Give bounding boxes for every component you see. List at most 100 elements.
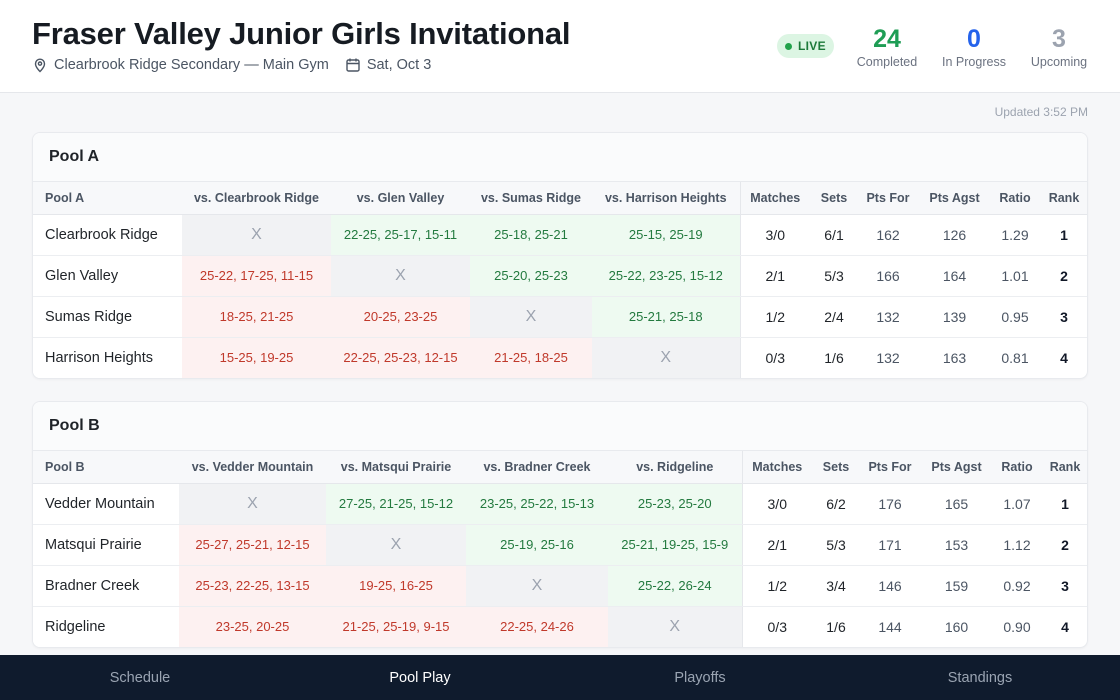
match-result-cell[interactable]: 21-25, 18-25 bbox=[470, 337, 592, 378]
location-pin-icon bbox=[34, 58, 46, 73]
match-result-cell[interactable]: 25-23, 22-25, 13-15 bbox=[179, 565, 326, 607]
match-result-cell[interactable]: 23-25, 25-22, 15-13 bbox=[466, 483, 608, 525]
updated-timestamp: Updated 3:52 PM bbox=[994, 105, 1088, 119]
team-name: Sumas Ridge bbox=[33, 296, 182, 338]
table-row[interactable]: Vedder Mountain X 27-25, 21-25, 15-12 23-25… bbox=[33, 483, 1087, 525]
match-result-cell[interactable]: 25-22, 26-24 bbox=[608, 565, 742, 607]
table-row[interactable]: Matsqui Prairie 25-27, 25-21, 12-15 X 25-19… bbox=[33, 524, 1087, 566]
column-header: Pts For bbox=[858, 182, 918, 215]
point-ratio: 0.95 bbox=[991, 296, 1039, 338]
column-header: vs. Bradner Creek bbox=[466, 451, 608, 484]
sets-record: 6/2 bbox=[812, 483, 860, 525]
match-result-cell[interactable]: 23-25, 20-25 bbox=[179, 606, 326, 647]
match-result-cell[interactable]: 25-21, 19-25, 15-9 bbox=[608, 524, 742, 566]
column-header: Rank bbox=[1039, 182, 1087, 215]
team-name: Ridgeline bbox=[33, 606, 179, 647]
rank-value: 3 bbox=[1039, 296, 1087, 338]
team-name: Clearbrook Ridge bbox=[33, 214, 182, 256]
column-header: Pts Agst bbox=[920, 451, 993, 484]
live-badge: LIVE bbox=[777, 34, 834, 58]
tab-standings[interactable]: Standings bbox=[947, 669, 1013, 686]
self-match-cell[interactable]: X bbox=[466, 565, 608, 607]
points-against: 165 bbox=[920, 483, 993, 525]
match-result-cell[interactable]: 22-25, 25-23, 12-15 bbox=[331, 337, 470, 378]
table-row[interactable]: Harrison Heights 15-25, 19-25 22-25, 25-23… bbox=[33, 337, 1087, 378]
rank-value: 2 bbox=[1041, 524, 1087, 566]
table-row[interactable]: Sumas Ridge 18-25, 21-25 20-25, 23-25 X 25-2… bbox=[33, 296, 1087, 338]
points-for: 132 bbox=[858, 296, 918, 338]
match-result-cell[interactable]: 25-22, 17-25, 11-15 bbox=[182, 255, 331, 297]
match-result-cell[interactable]: 18-25, 21-25 bbox=[182, 296, 331, 338]
table-row[interactable]: Ridgeline 23-25, 20-25 21-25, 25-19, 9-15 2… bbox=[33, 606, 1087, 647]
points-for: 146 bbox=[860, 565, 920, 607]
team-name: Matsqui Prairie bbox=[33, 524, 179, 566]
upcoming-label: Upcoming bbox=[1030, 55, 1088, 69]
points-against: 139 bbox=[918, 296, 991, 338]
self-match-cell[interactable]: X bbox=[470, 296, 592, 338]
tab-schedule[interactable]: Schedule bbox=[109, 669, 171, 686]
column-header: Sets bbox=[812, 451, 860, 484]
matches-record: 0/3 bbox=[741, 606, 812, 647]
completed-label: Completed bbox=[856, 55, 918, 69]
match-result-cell[interactable]: 20-25, 23-25 bbox=[331, 296, 470, 338]
match-result-cell[interactable]: 25-19, 25-16 bbox=[466, 524, 608, 566]
self-match-cell[interactable]: X bbox=[182, 214, 331, 256]
point-ratio: 1.12 bbox=[993, 524, 1041, 566]
match-result-cell[interactable]: 25-21, 25-18 bbox=[592, 296, 740, 338]
upcoming-stat: 3 Upcoming bbox=[1014, 24, 1104, 69]
match-result-cell[interactable]: 21-25, 25-19, 9-15 bbox=[326, 606, 466, 647]
self-match-cell[interactable]: X bbox=[592, 337, 740, 378]
table-row[interactable]: Bradner Creek 25-23, 22-25, 13-15 19-25, 1… bbox=[33, 565, 1087, 607]
match-result-cell[interactable]: 25-18, 25-21 bbox=[470, 214, 592, 256]
table-row[interactable]: Glen Valley 25-22, 17-25, 11-15 X 25-20, 25… bbox=[33, 255, 1087, 297]
live-label: LIVE bbox=[798, 39, 826, 53]
self-match-cell[interactable]: X bbox=[608, 606, 742, 647]
match-result-cell[interactable]: 25-22, 23-25, 15-12 bbox=[592, 255, 740, 297]
column-header: Pts For bbox=[860, 451, 920, 484]
match-result-cell[interactable]: 15-25, 19-25 bbox=[182, 337, 331, 378]
column-header: Matches bbox=[741, 451, 812, 484]
sets-record: 5/3 bbox=[810, 255, 858, 297]
match-result-cell[interactable]: 25-15, 25-19 bbox=[592, 214, 740, 256]
page-title: Fraser Valley Junior Girls Invitational bbox=[32, 16, 571, 51]
match-result-cell[interactable]: 25-23, 25-20 bbox=[608, 483, 742, 525]
point-ratio: 1.01 bbox=[991, 255, 1039, 297]
sets-record: 3/4 bbox=[812, 565, 860, 607]
column-header: vs. Sumas Ridge bbox=[470, 182, 592, 215]
match-result-cell[interactable]: 22-25, 24-26 bbox=[466, 606, 608, 647]
match-result-cell[interactable]: 25-20, 25-23 bbox=[470, 255, 592, 297]
matches-record: 1/2 bbox=[739, 296, 810, 338]
point-ratio: 1.29 bbox=[991, 214, 1039, 256]
sets-record: 1/6 bbox=[826, 618, 846, 635]
team-name: Bradner Creek bbox=[33, 565, 179, 607]
tab-pool-play[interactable]: Pool Play bbox=[389, 669, 451, 686]
column-header: Pts Agst bbox=[918, 182, 991, 215]
match-result-cell[interactable]: 19-25, 16-25 bbox=[326, 565, 466, 607]
table-row[interactable]: Clearbrook Ridge X 22-25, 25-17, 15-11 25-1… bbox=[33, 214, 1087, 256]
rank-value: 4 bbox=[1061, 618, 1069, 635]
match-result-cell[interactable]: 25-27, 25-21, 12-15 bbox=[179, 524, 326, 566]
sets-record: 2/4 bbox=[810, 296, 858, 338]
event-meta: Clearbrook Ridge Secondary — Main Gym Sa… bbox=[32, 57, 447, 73]
calendar-icon bbox=[346, 58, 360, 72]
date-text: Sat, Oct 3 bbox=[366, 57, 432, 73]
rank-value: 1 bbox=[1041, 483, 1087, 525]
points-for: 132 bbox=[876, 349, 900, 366]
match-result-cell[interactable]: 27-25, 21-25, 15-12 bbox=[326, 483, 466, 525]
sets-record: 5/3 bbox=[812, 524, 860, 566]
column-header: Pool A bbox=[33, 182, 182, 215]
self-match-cell[interactable]: X bbox=[331, 255, 470, 297]
venue-text: Clearbrook Ridge Secondary — Main Gym bbox=[54, 57, 329, 73]
self-match-cell[interactable]: X bbox=[326, 524, 466, 566]
self-match-cell[interactable]: X bbox=[179, 483, 326, 525]
sets-record: 1/6 bbox=[824, 349, 844, 366]
event-date: Sat, Oct 3 bbox=[345, 57, 431, 73]
column-header: Rank bbox=[1041, 451, 1087, 484]
column-header: Matches bbox=[739, 182, 810, 215]
match-result-cell[interactable]: 22-25, 25-17, 15-11 bbox=[331, 214, 470, 256]
tab-playoffs[interactable]: Playoffs bbox=[674, 669, 726, 686]
